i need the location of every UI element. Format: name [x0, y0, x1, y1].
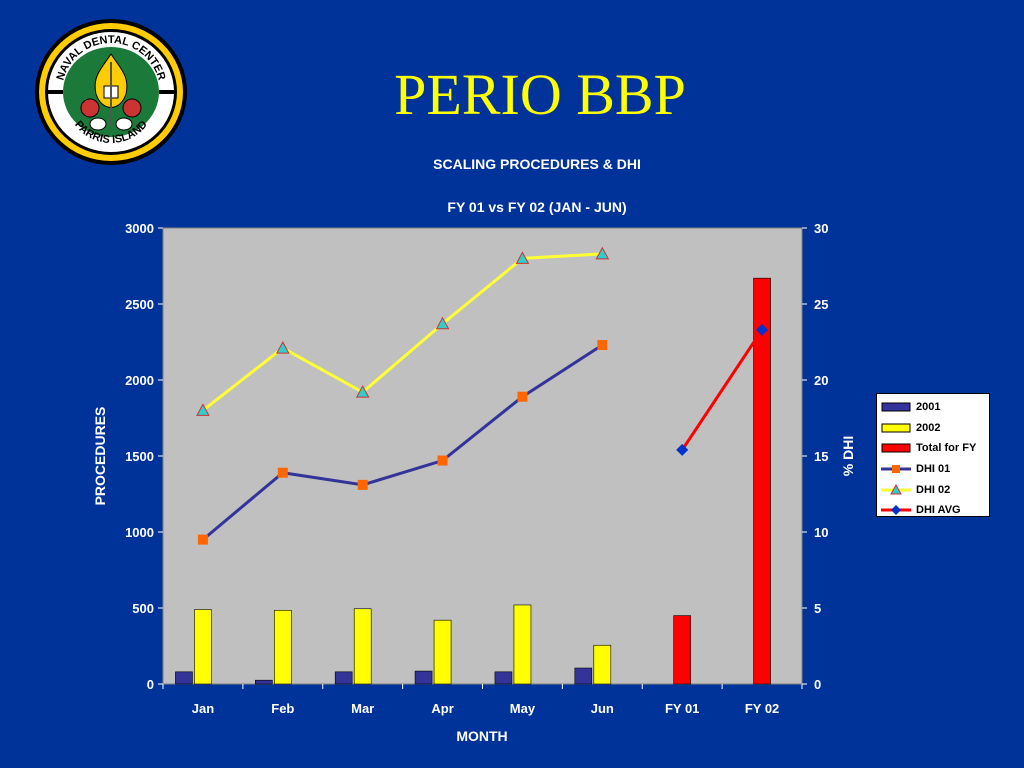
x-tick-label: Jun — [591, 701, 614, 716]
naval-dental-center-logo: NAVAL DENTAL CENTER PARRIS ISLAND — [35, 19, 187, 165]
y2-tick-label: 25 — [814, 297, 828, 312]
legend-item: Total for FY — [881, 438, 989, 459]
x-tick-label: Mar — [351, 701, 374, 716]
bar — [255, 679, 273, 685]
point — [597, 340, 608, 351]
plot-area — [162, 227, 803, 685]
legend-item: DHI 02 — [881, 479, 989, 500]
legend-swatch — [881, 423, 911, 433]
y-tick-label: 3000 — [125, 221, 154, 236]
bar — [494, 671, 513, 685]
x-tick-label: FY 02 — [745, 701, 779, 716]
legend-label: DHI AVG — [916, 504, 961, 517]
y-tick-label: 1500 — [125, 449, 154, 464]
bar — [414, 670, 433, 685]
bar — [593, 644, 612, 685]
y2-tick-label: 30 — [814, 221, 828, 236]
point — [355, 385, 370, 398]
point — [277, 467, 288, 478]
legend-label: DHI 01 — [916, 463, 951, 476]
series-line — [202, 252, 603, 412]
series-line — [201, 343, 604, 541]
legend-label: Total for FY — [916, 442, 977, 455]
legend-swatch — [881, 443, 911, 453]
bar — [274, 609, 292, 685]
point — [196, 403, 210, 416]
point — [756, 323, 769, 336]
chart-subtitle: FY 01 vs FY 02 (JAN - JUN) — [447, 199, 627, 215]
point — [595, 246, 610, 260]
bar — [753, 277, 771, 685]
legend-swatch — [881, 483, 911, 495]
legend-label: DHI 02 — [916, 483, 951, 496]
y2-tick-label: 10 — [814, 525, 828, 540]
series-line — [680, 329, 764, 451]
x-tick-label: May — [510, 701, 536, 716]
legend-item: DHI 01 — [881, 459, 989, 480]
y2-tick-label: 0 — [814, 677, 821, 692]
y-tick-label: 2000 — [125, 373, 154, 388]
y-tick-label: 2500 — [125, 297, 154, 312]
y-tick-label: 1000 — [125, 525, 154, 540]
x-tick-label: FY 01 — [665, 701, 699, 716]
point — [676, 443, 689, 456]
y-tick-label: 0 — [147, 677, 154, 692]
legend-label: 2002 — [916, 421, 941, 434]
legend-swatch — [881, 402, 911, 412]
slide-title: PERIO BBP — [394, 62, 686, 127]
bar — [513, 604, 532, 685]
y2-tick-label: 15 — [814, 449, 828, 464]
bar — [175, 671, 193, 685]
legend-item: DHI AVG — [881, 500, 989, 521]
bar — [574, 667, 593, 685]
point — [515, 251, 530, 264]
point — [435, 316, 450, 330]
legend-swatch — [881, 465, 911, 474]
point — [197, 534, 208, 545]
legend-item: 2001 — [881, 397, 989, 418]
legend-swatch — [881, 505, 911, 516]
point — [517, 391, 528, 402]
point — [357, 479, 368, 490]
point — [275, 341, 290, 354]
x-axis-title: MONTH — [456, 728, 508, 744]
x-tick-label: Feb — [271, 701, 294, 716]
bar — [353, 608, 372, 685]
bar — [673, 615, 691, 685]
y2-tick-label: 5 — [814, 601, 821, 616]
chart-legend: 2001 2002 Total for FY DHI 01 DHI 02 DHI AVG — [876, 393, 990, 517]
legend-label: 2001 — [916, 401, 941, 414]
x-tick-label: Jan — [192, 701, 214, 716]
y2-axis-title: % DHI — [840, 435, 856, 477]
x-tick-label: Apr — [431, 701, 453, 716]
bar — [433, 619, 452, 685]
y-tick-label: 500 — [132, 601, 154, 616]
y-axis-title: PROCEDURES — [92, 406, 108, 506]
y2-tick-label: 20 — [814, 373, 828, 388]
bar — [194, 609, 212, 685]
bar — [334, 671, 353, 685]
point — [437, 455, 448, 466]
legend-item: 2002 — [881, 418, 989, 439]
chart-title: SCALING PROCEDURES & DHI — [433, 156, 641, 172]
